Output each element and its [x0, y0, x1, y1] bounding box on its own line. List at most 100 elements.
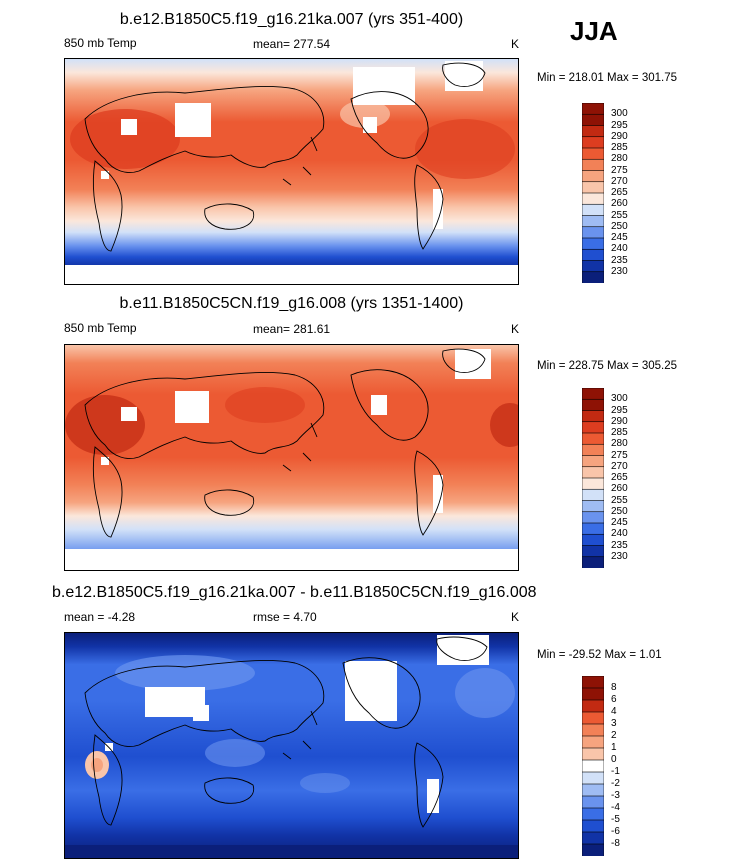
colorbar-tick-label: 3: [611, 718, 617, 729]
colorbar-tick-label: 230: [611, 550, 628, 562]
colorbar-box: [582, 783, 604, 797]
panel3-title: b.e12.B1850C5.f19_g16.21ka.007 - b.e11.B…: [52, 584, 537, 601]
colorbar-box: [582, 676, 604, 689]
colorbar-tick-label: 295: [611, 404, 628, 416]
panel1-mean-label: mean= 277.54: [253, 37, 331, 51]
colorbar-tick-label: 290: [611, 415, 628, 427]
colorbar-box: [582, 388, 604, 401]
colorbar-tick-label: -5: [611, 814, 620, 825]
colorbar-tick-label: -3: [611, 790, 620, 801]
colorbar-box: [582, 488, 604, 502]
colorbar-tick-label: 240: [611, 243, 628, 255]
colorbar-tick-label: 270: [611, 175, 628, 187]
colorbar-tick-label: 240: [611, 528, 628, 540]
colorbar-tick-label: -2: [611, 778, 620, 789]
colorbar-tick-label: 285: [611, 427, 628, 438]
colorbar-box: [582, 113, 604, 127]
colorbar-tick-label: 8: [611, 682, 617, 693]
colorbar-tick-label: 270: [611, 460, 628, 472]
panel2-colorbar-svg: [582, 388, 604, 568]
colorbar-tick-label: 275: [611, 449, 628, 461]
colorbar-box: [582, 711, 604, 725]
colorbar-box: [582, 226, 604, 239]
colorbar-tick-label: 1: [611, 742, 617, 753]
colorbar-box: [582, 843, 604, 856]
colorbar-box: [582, 136, 604, 149]
panel1-minmax: Min = 218.01 Max = 301.75: [537, 72, 678, 84]
colorbar-box: [582, 723, 604, 737]
colorbar-box: [582, 192, 604, 206]
colorbar-box: [582, 237, 604, 251]
colorbar-tick-label: 245: [611, 232, 628, 243]
colorbar-tick-label: 255: [611, 494, 628, 506]
colorbar-tick-label: 295: [611, 119, 628, 131]
colorbar-tick-label: -4: [611, 802, 620, 813]
colorbar-box: [582, 545, 604, 558]
colorbar-tick-label: 260: [611, 198, 628, 210]
panel2-minmax: Min = 228.75 Max = 305.25: [537, 360, 678, 372]
colorbar-box: [582, 260, 604, 273]
colorbar-box: [582, 103, 604, 116]
colorbar-box: [582, 522, 604, 536]
panel1-map: [64, 58, 519, 285]
colorbar-box: [582, 759, 604, 773]
colorbar-box: [582, 158, 604, 172]
panel3-colorbar: [582, 676, 604, 856]
colorbar-box: [582, 398, 604, 412]
panel1-units: K: [511, 37, 520, 51]
colorbar-tick-label: 2: [611, 730, 617, 741]
panel2-colorbar: [582, 388, 604, 568]
panel3-colorbar-svg: [582, 676, 604, 856]
season-label: JJA: [570, 16, 618, 46]
colorbar-box: [582, 511, 604, 524]
colorbar-tick-label: 300: [611, 393, 628, 405]
colorbar-box: [582, 125, 604, 138]
colorbar-tick-label: 250: [611, 220, 628, 232]
colorbar-tick-label: 6: [611, 694, 617, 705]
colorbar-box: [582, 735, 604, 749]
colorbar-box: [582, 771, 604, 785]
colorbar-tick-label: 260: [611, 483, 628, 495]
panel1-colorbar: [582, 103, 604, 283]
panel3-rmse-label: rmse = 4.70: [253, 610, 317, 624]
colorbar-tick-label: 280: [611, 438, 628, 450]
colorbar-tick-label: 265: [611, 187, 628, 198]
colorbar-tick-label: 250: [611, 505, 628, 517]
colorbar-tick-label: 235: [611, 539, 628, 551]
panel3-mean-label: mean = -4.28: [64, 610, 136, 624]
colorbar-tick-label: 300: [611, 108, 628, 120]
colorbar-box: [582, 248, 604, 262]
panel1-title: b.e12.B1850C5.f19_g16.21ka.007 (yrs 351-…: [119, 11, 464, 28]
colorbar-box: [582, 747, 604, 761]
colorbar-box: [582, 215, 604, 228]
panel1-variable-label: 850 mb Temp: [64, 36, 137, 50]
colorbar-tick-label: -6: [611, 826, 620, 837]
colorbar-box: [582, 271, 604, 283]
colorbar-box: [582, 147, 604, 161]
colorbar-box: [582, 455, 604, 468]
colorbar-tick-label: 275: [611, 164, 628, 176]
colorbar-box: [582, 795, 604, 809]
panel3-minmax: Min = -29.52 Max = 1.01: [537, 649, 662, 661]
colorbar-tick-label: -8: [611, 838, 620, 849]
colorbar-tick-label: 235: [611, 254, 628, 266]
colorbar-box: [582, 533, 604, 547]
panel2-map-svg: [65, 345, 518, 570]
colorbar-box: [582, 477, 604, 491]
colorbar-box: [582, 807, 604, 821]
colorbar-box: [582, 203, 604, 217]
panel2-units: K: [511, 322, 520, 336]
colorbar-box: [582, 831, 604, 845]
colorbar-box: [582, 699, 604, 713]
panel2-title: b.e11.B1850C5CN.f19_g16.008 (yrs 1351-14…: [119, 295, 464, 312]
colorbar-tick-label: 4: [611, 706, 617, 717]
panel1-map-svg: [65, 59, 518, 284]
colorbar-tick-label: 255: [611, 209, 628, 221]
colorbar-box: [582, 687, 604, 701]
colorbar-box: [582, 466, 604, 479]
colorbar-box: [582, 181, 604, 194]
colorbar-box: [582, 170, 604, 183]
panel2-variable-label: 850 mb Temp: [64, 321, 137, 335]
colorbar-box: [582, 819, 604, 833]
colorbar-tick-label: 290: [611, 130, 628, 142]
